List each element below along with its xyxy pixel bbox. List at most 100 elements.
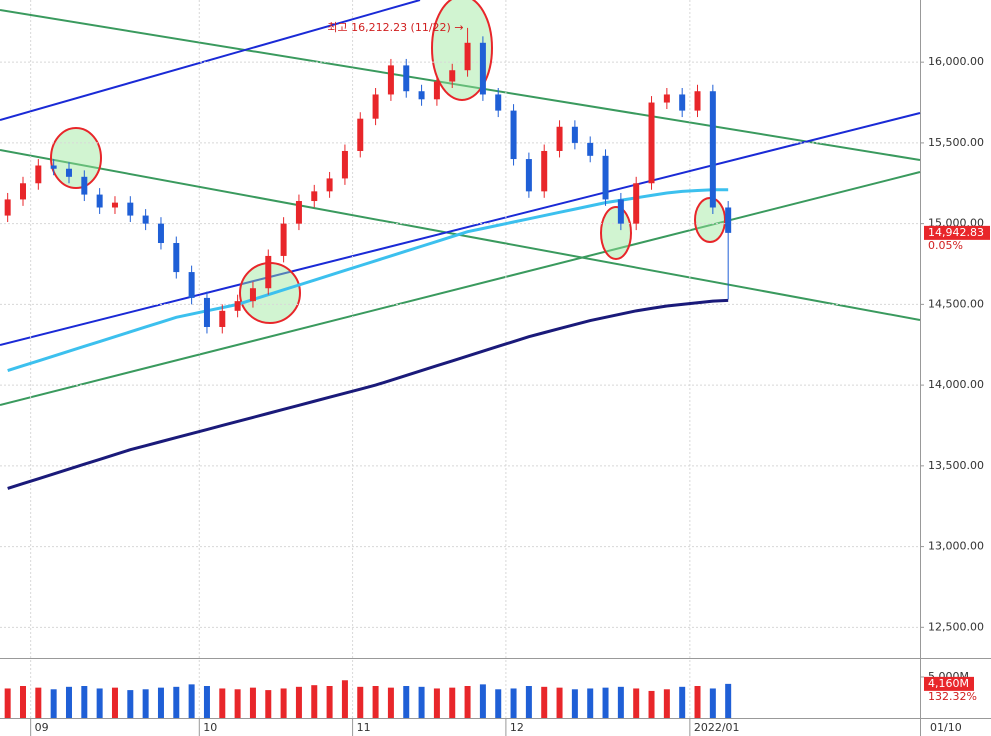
- volume-bar: [617, 686, 624, 718]
- y-tick-label: 14,000.00: [928, 378, 984, 391]
- trend-line: [0, 112, 921, 346]
- volume-bar: [203, 686, 210, 718]
- volume-bar: [725, 683, 732, 718]
- x-tick-label: 01/10: [930, 721, 962, 734]
- candle-body: [571, 126, 578, 143]
- candle-body: [694, 91, 701, 111]
- x-tick-label: 10: [203, 721, 217, 734]
- x-tick-label: 11: [357, 721, 371, 734]
- last-volume-label: 4,160M: [928, 677, 969, 690]
- volume-bar: [311, 685, 318, 718]
- volume-bar: [357, 686, 364, 718]
- candle-body: [587, 142, 594, 156]
- volume-bar: [403, 686, 410, 718]
- volume-bar: [525, 686, 532, 718]
- candle-body: [19, 183, 26, 200]
- candle-body: [326, 178, 333, 192]
- volume-bar: [219, 688, 226, 718]
- moving-average: [7, 188, 729, 373]
- x-tick-label: 2022/01: [694, 721, 740, 734]
- volume-bar: [326, 686, 333, 718]
- candle-body: [173, 243, 180, 273]
- x-tick-label: 12: [510, 721, 524, 734]
- marks: [4, 27, 732, 718]
- candle-body: [65, 168, 72, 177]
- volume-bar: [50, 689, 57, 718]
- volume-bar: [188, 684, 195, 718]
- trend-line: [0, 0, 421, 121]
- candle-body: [265, 255, 272, 289]
- candle-body: [403, 65, 410, 92]
- candle-body: [111, 202, 118, 208]
- candle-body: [341, 150, 348, 179]
- candle-body: [203, 297, 210, 327]
- volume-bar: [495, 689, 502, 718]
- candle-body: [602, 155, 609, 200]
- candle-body: [357, 118, 364, 151]
- volume-bar: [418, 686, 425, 718]
- y-tick-label: 14,500.00: [928, 297, 984, 310]
- volume-bar: [433, 688, 440, 718]
- trend-line: [0, 171, 921, 406]
- y-tick-label: 16,000.00: [928, 55, 984, 68]
- candle-body: [81, 176, 88, 195]
- volume-bar: [127, 690, 134, 718]
- volume-bar: [280, 688, 287, 718]
- volume-bar: [449, 687, 456, 718]
- volume-bar: [81, 686, 88, 718]
- volume-bar: [35, 687, 42, 718]
- candle-body: [679, 94, 686, 111]
- highlight-circles: [50, 0, 726, 324]
- candle-body: [127, 202, 134, 216]
- last-price-label: 14,942.83: [928, 226, 984, 239]
- volume-bar: [479, 684, 486, 718]
- volume-bar: [510, 688, 517, 718]
- volume-bar: [571, 689, 578, 718]
- last-volume-box: [924, 676, 974, 691]
- volume-bar: [173, 686, 180, 718]
- y-tick-label: 12,500.00: [928, 620, 984, 633]
- volume-bar: [602, 687, 609, 718]
- y-tick-label: 13,000.00: [928, 540, 984, 553]
- candle-body: [633, 183, 640, 224]
- candle-body: [418, 91, 425, 100]
- candle-body: [510, 110, 517, 160]
- volume-bar: [663, 689, 670, 718]
- candle-body: [35, 165, 42, 184]
- volume-ratio-label: 132.32%: [928, 690, 977, 703]
- trend-lines: [0, 0, 921, 406]
- candle-body: [433, 81, 440, 100]
- volume-bar: [633, 688, 640, 718]
- candle-body: [709, 91, 716, 208]
- candle-body: [311, 191, 318, 202]
- candle-body: [449, 70, 456, 82]
- labels: 12,500.00 13,000.00 13,500.00 14,000.00 14,5…: [35, 21, 990, 734]
- volume-bar: [265, 690, 272, 718]
- candle-body: [663, 94, 670, 103]
- candle-body: [280, 223, 287, 256]
- change-label: 0.05%: [928, 239, 963, 252]
- grid: [0, 0, 924, 736]
- high-annotation: 최고 16,212.23 (11/22) →: [327, 21, 463, 34]
- volume-bar: [679, 686, 686, 718]
- volume-bar: [694, 686, 701, 718]
- candle-body: [525, 159, 532, 192]
- volume-bar: [234, 689, 241, 718]
- volume-bar: [96, 688, 103, 718]
- volume-bar: [19, 686, 26, 718]
- trend-line: [0, 9, 921, 161]
- candle-body: [541, 150, 548, 192]
- candle-body: [157, 223, 164, 244]
- volume-bar: [157, 687, 164, 718]
- y-tick-label: 15,500.00: [928, 136, 984, 149]
- candle-body: [387, 65, 394, 95]
- volume-bar: [249, 687, 256, 718]
- highlight: [50, 127, 102, 189]
- x-tick-label: 09: [35, 721, 49, 734]
- volume-bar: [142, 689, 149, 718]
- volume-bar: [541, 686, 548, 718]
- candle-body: [725, 207, 732, 233]
